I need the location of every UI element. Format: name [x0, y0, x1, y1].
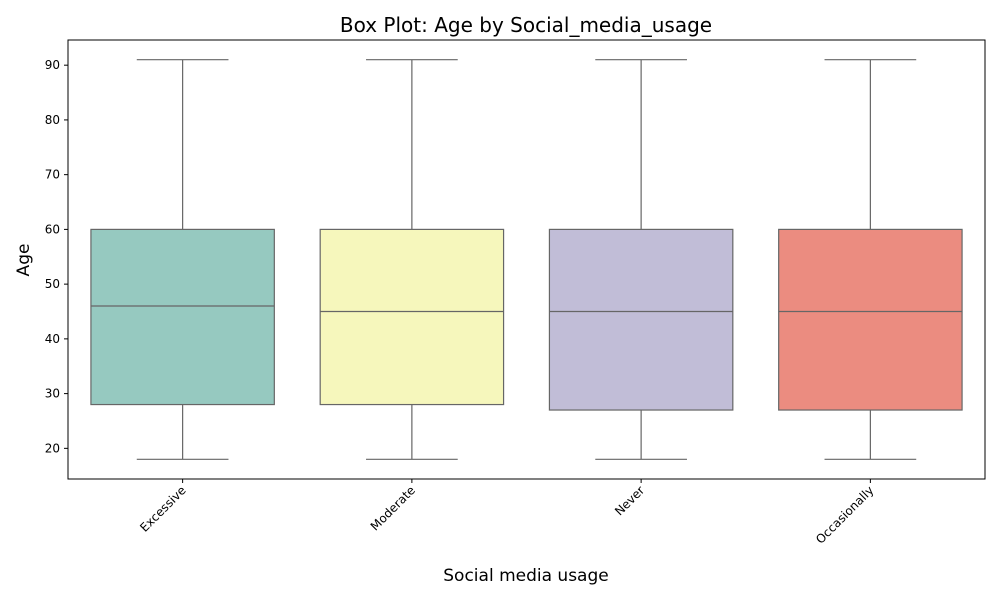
x-tick-label-occasionally: Occasionally: [813, 483, 876, 546]
y-tick-label: 20: [45, 441, 60, 455]
box-excessive: [90, 59, 275, 460]
x-axis-title: Social media usage: [443, 566, 608, 586]
y-tick-label: 90: [45, 58, 60, 72]
x-tick-label-moderate: Moderate: [368, 483, 418, 533]
x-tick-label-never: Never: [612, 483, 647, 518]
y-tick-label: 30: [45, 387, 60, 401]
box-moderate: [319, 59, 505, 460]
iqr-box: [90, 228, 275, 406]
box-occasionally: [778, 59, 963, 460]
y-tick-label: 80: [45, 113, 60, 127]
iqr-box: [548, 228, 734, 411]
y-axis: 20 30 40 50 60 70 80 90: [45, 58, 68, 455]
box-never: [548, 59, 734, 460]
y-tick-label: 60: [45, 222, 60, 236]
plot-area: [90, 59, 963, 460]
y-tick-label: 70: [45, 168, 60, 182]
x-axis: Excessive Moderate Never Occasionally: [137, 479, 876, 547]
plot-frame: [67, 39, 986, 480]
x-tick-label-excessive: Excessive: [137, 483, 188, 534]
y-axis-title: Age: [14, 244, 34, 277]
chart-title: Box Plot: Age by Social_media_usage: [340, 13, 712, 37]
iqr-box: [778, 228, 963, 411]
y-tick-label: 50: [45, 277, 60, 291]
y-tick-label: 40: [45, 332, 60, 346]
iqr-box: [319, 228, 505, 406]
